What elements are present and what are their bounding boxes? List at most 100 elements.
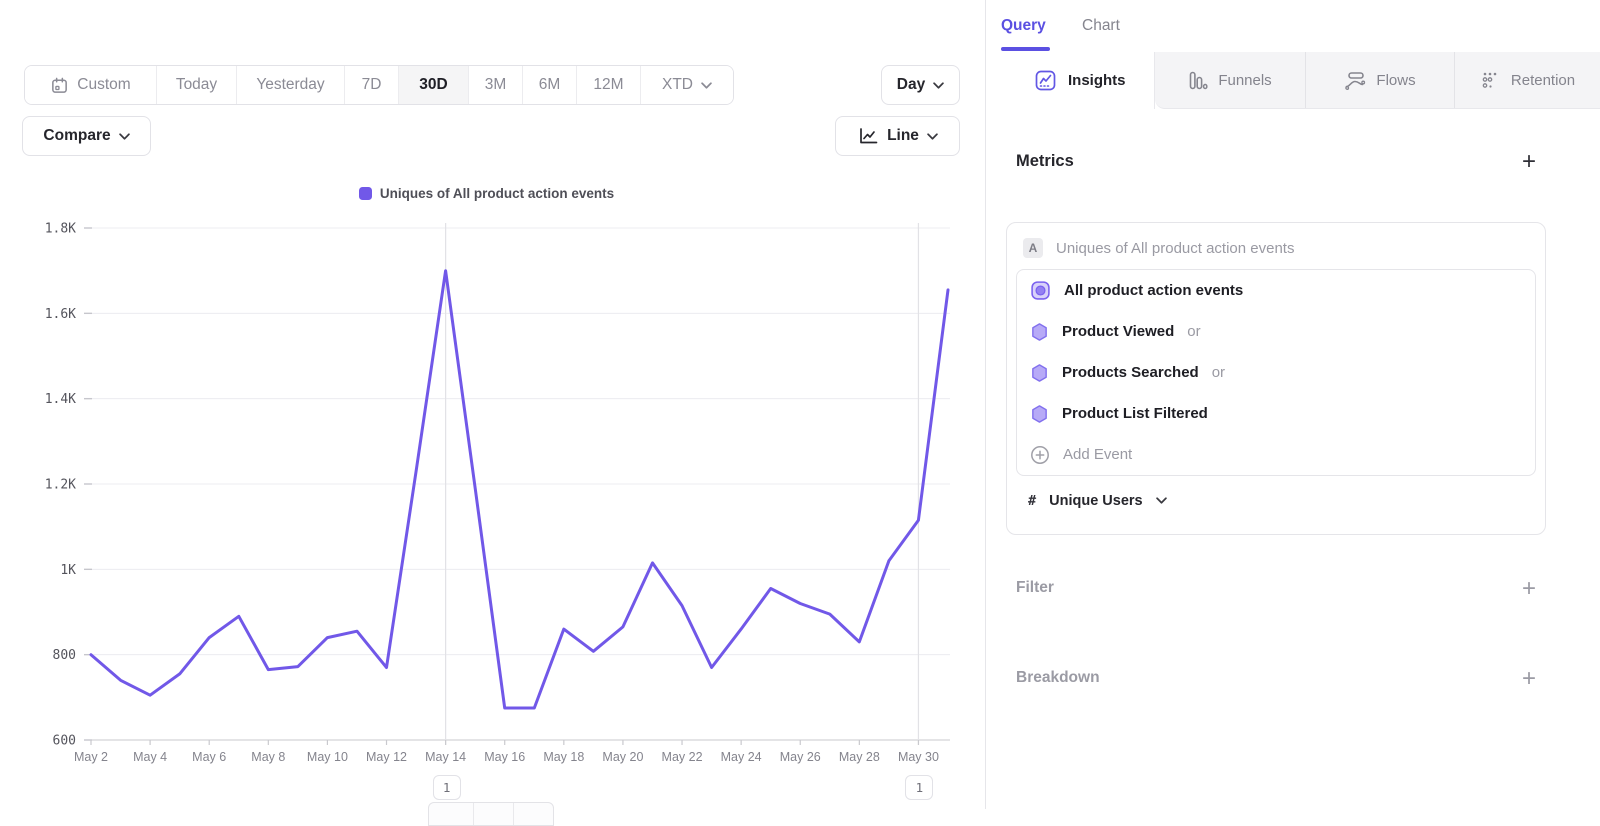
metric-letter-badge: A <box>1023 238 1043 258</box>
compare-dropdown[interactable]: Compare <box>22 116 151 156</box>
filter-label: Filter <box>1016 579 1054 596</box>
date-range-yesterday[interactable]: Yesterday <box>237 66 345 104</box>
date-range-12m[interactable]: 12M <box>577 66 641 104</box>
compare-label: Compare <box>43 127 111 144</box>
line-chart-icon <box>860 128 878 144</box>
custom-event-icon <box>1031 281 1050 300</box>
add-event-label: Add Event <box>1063 446 1133 463</box>
svg-text:May 26: May 26 <box>780 750 821 764</box>
query-panel: Query Chart Insights <box>985 0 1600 809</box>
metric-card: A Uniques of All product action events A… <box>1006 222 1546 535</box>
add-event-button[interactable]: Add Event <box>1017 434 1535 475</box>
event-name: Product List Filtered <box>1062 405 1208 422</box>
event-operator: or <box>1187 323 1201 340</box>
event-row-all-product-action-events[interactable]: All product action events <box>1017 270 1535 311</box>
events-card: All product action events Product Viewed… <box>1016 269 1536 476</box>
metric-summary: A Uniques of All product action events <box>1007 223 1545 269</box>
svg-text:May 20: May 20 <box>602 750 643 764</box>
tab-funnels[interactable]: Funnels <box>1155 52 1306 108</box>
line-chart[interactable]: 600 800 1K 1.2K 1.4K 1.6K 1.8K May 2 May 4 May 6 M… <box>0 0 985 809</box>
flows-icon <box>1345 71 1366 90</box>
event-row-product-viewed[interactable]: Product Viewed or <box>1017 311 1535 352</box>
chevron-down-icon <box>927 132 938 140</box>
event-row-products-searched[interactable]: Products Searched or <box>1017 352 1535 393</box>
annotation-badge[interactable]: 1 <box>432 775 461 800</box>
svg-text:May 30: May 30 <box>898 750 939 764</box>
date-range-30d[interactable]: 30D <box>399 66 469 104</box>
svg-text:1.6K: 1.6K <box>45 307 76 322</box>
event-hexagon-icon <box>1032 363 1047 382</box>
tab-insights-label: Insights <box>1068 72 1126 89</box>
svg-text:May 16: May 16 <box>484 750 525 764</box>
chevron-down-icon <box>118 132 130 140</box>
event-row-product-list-filtered[interactable]: Product List Filtered <box>1017 393 1535 434</box>
breakdown-label: Breakdown <box>1016 669 1100 686</box>
date-range-6m[interactable]: 6M <box>523 66 577 104</box>
date-range-label: Custom <box>77 76 131 93</box>
svg-text:May 24: May 24 <box>721 750 762 764</box>
svg-text:May 2: May 2 <box>74 750 108 764</box>
granularity-label: Day <box>896 76 926 93</box>
date-range-today[interactable]: Today <box>157 66 237 104</box>
tab-flows[interactable]: Flows <box>1306 52 1455 108</box>
aggregation-dropdown[interactable]: # Unique Users <box>1007 476 1545 525</box>
results-table-cell <box>429 803 474 825</box>
svg-text:May 12: May 12 <box>366 750 407 764</box>
svg-text:May 4: May 4 <box>133 750 167 764</box>
chevron-down-icon <box>933 81 944 89</box>
funnels-icon <box>1190 71 1208 89</box>
calendar-icon <box>52 77 68 93</box>
date-range-control: Custom Today Yesterday 7D 30D 3M 6M 12M … <box>24 65 734 105</box>
annotation-badge[interactable]: 1 <box>905 775 934 800</box>
metrics-title: Metrics <box>1016 152 1074 170</box>
chart-legend[interactable]: Uniques of All product action events <box>0 186 973 201</box>
date-range-3m[interactable]: 3M <box>469 66 523 104</box>
insights-icon <box>1035 70 1056 91</box>
tab-retention[interactable]: Retention <box>1455 52 1600 108</box>
svg-text:May 22: May 22 <box>662 750 703 764</box>
tab-flows-label: Flows <box>1376 71 1416 89</box>
date-range-7d[interactable]: 7D <box>345 66 399 104</box>
date-range-custom[interactable]: Custom <box>25 66 157 104</box>
plus-circle-icon <box>1031 445 1049 464</box>
granularity-dropdown[interactable]: Day <box>881 65 960 105</box>
event-name: Products Searched <box>1062 364 1199 381</box>
aggregation-label: Unique Users <box>1049 492 1143 509</box>
svg-text:May 18: May 18 <box>543 750 584 764</box>
event-operator: or <box>1211 364 1226 381</box>
legend-swatch <box>358 187 372 200</box>
svg-text:May 8: May 8 <box>251 750 285 764</box>
panel-header: Query Chart <box>986 0 1600 52</box>
filter-section: Filter + <box>986 575 1600 603</box>
event-hexagon-icon <box>1032 404 1047 423</box>
svg-text:1.2K: 1.2K <box>45 478 76 493</box>
number-icon: # <box>1028 492 1037 509</box>
legend-label: Uniques of All product action events <box>379 186 615 201</box>
event-hexagon-icon <box>1032 322 1047 341</box>
chevron-down-icon <box>701 81 712 89</box>
chart-type-label: Line <box>887 127 919 144</box>
results-table-cell <box>474 803 514 825</box>
svg-text:May 10: May 10 <box>307 750 348 764</box>
chart-type-dropdown[interactable]: Line <box>835 116 960 156</box>
report-type-tabs: Insights Funnels <box>986 52 1600 109</box>
svg-text:1.8K: 1.8K <box>45 222 76 237</box>
svg-text:May 14: May 14 <box>425 750 466 764</box>
results-table-cell <box>514 803 553 825</box>
add-metric-button[interactable]: + <box>1521 148 1536 175</box>
report-tabs-group: Funnels Flows <box>1155 52 1600 109</box>
tab-funnels-label: Funnels <box>1218 71 1272 89</box>
chart-area: 600 800 1K 1.2K 1.4K 1.6K 1.8K May 2 May 4 May 6 M… <box>0 0 985 826</box>
tab-query[interactable]: Query <box>1001 17 1046 34</box>
tab-chart[interactable]: Chart <box>1082 17 1120 34</box>
retention-icon <box>1482 72 1497 88</box>
svg-text:May 6: May 6 <box>192 750 226 764</box>
tab-insights[interactable]: Insights <box>986 52 1155 109</box>
add-filter-button[interactable]: + <box>1521 575 1536 602</box>
event-name: All product action events <box>1064 282 1244 299</box>
svg-text:800: 800 <box>53 648 76 663</box>
date-range-xtd[interactable]: XTD <box>641 66 733 104</box>
add-breakdown-button[interactable]: + <box>1521 665 1536 692</box>
tab-retention-label: Retention <box>1510 71 1576 89</box>
